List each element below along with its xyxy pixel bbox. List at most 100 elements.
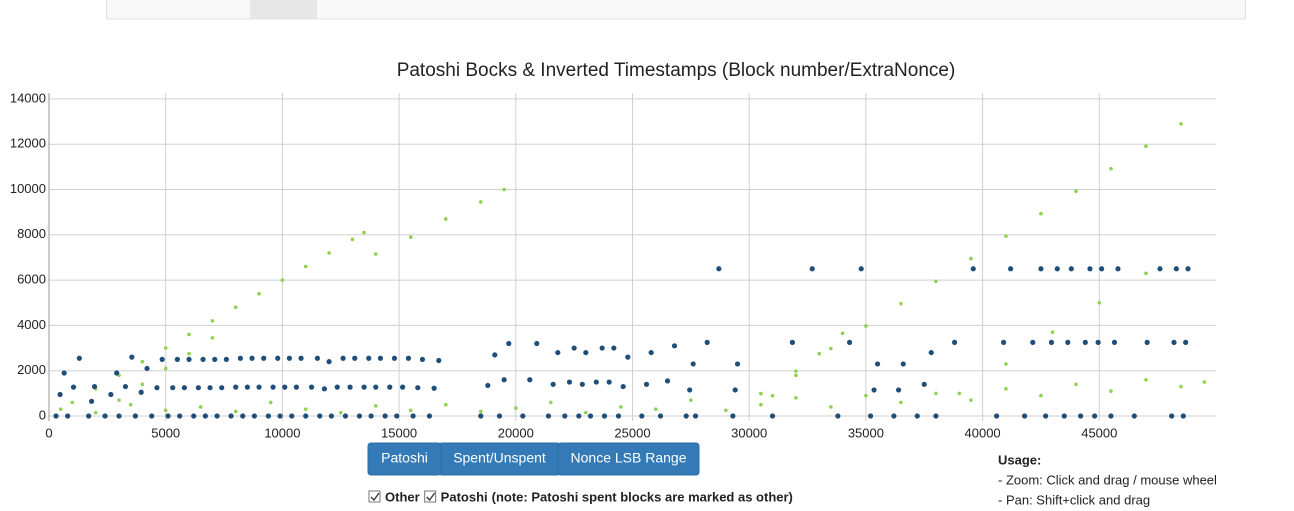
data-point [835, 413, 841, 419]
data-point [1039, 211, 1043, 216]
data-point [1108, 413, 1114, 419]
nav-tab-active[interactable] [250, 0, 317, 19]
data-point [132, 413, 138, 419]
data-point [704, 339, 710, 345]
button-label[interactable]: Spent/Unspent [453, 450, 546, 466]
data-point [373, 252, 378, 256]
data-point [138, 389, 144, 395]
checkbox-label[interactable]: Other [385, 489, 420, 504]
data-point [620, 383, 626, 390]
data-point [994, 413, 1000, 419]
x-tick-label: 45000 [1081, 425, 1117, 440]
data-point [76, 355, 82, 361]
data-point [249, 355, 255, 361]
data-point [210, 336, 215, 340]
data-point [431, 385, 437, 391]
data-point [1004, 362, 1008, 366]
chart-title: Patoshi Bocks & Inverted Timestamps (Blo… [397, 60, 956, 81]
data-point [391, 355, 398, 361]
data-point [501, 377, 507, 383]
data-point [303, 264, 308, 269]
data-point [1092, 413, 1098, 419]
data-point [405, 355, 412, 361]
data-point [116, 413, 122, 419]
data-point [478, 413, 484, 419]
button[interactable] [557, 442, 700, 476]
usage-title: Usage: [998, 452, 1041, 467]
plot-area: 0 2000 4000 6000 8000 10000 12000 14000 0 5000 100… [10, 90, 1216, 440]
data-point [257, 291, 261, 296]
checkbox[interactable] [368, 490, 381, 503]
data-point [534, 340, 540, 347]
data-point [1202, 380, 1207, 384]
data-point [65, 413, 71, 419]
data-point [969, 398, 973, 402]
y-tick-label: 14000 [10, 90, 46, 105]
button-label[interactable]: Nonce LSB Range [571, 450, 687, 466]
data-point [1022, 413, 1028, 419]
data-point [874, 361, 881, 367]
data-point [601, 413, 608, 419]
y-tick-label: 10000 [10, 181, 46, 196]
data-point [1109, 166, 1113, 171]
data-point [593, 379, 599, 385]
data-point [366, 355, 372, 361]
data-point [899, 400, 903, 405]
data-point [303, 413, 309, 419]
x-tick-label: 0 [45, 425, 52, 440]
data-point [619, 405, 623, 409]
data-point [408, 235, 413, 239]
data-point [443, 402, 448, 407]
data-point [789, 339, 795, 345]
data-point [140, 382, 145, 387]
data-point [163, 408, 168, 413]
data-point [219, 385, 225, 391]
data-point [846, 339, 853, 345]
data-point [86, 413, 92, 419]
data-point [352, 355, 358, 361]
data-point [794, 396, 798, 400]
data-point [1048, 339, 1055, 345]
usage-line: - Zoom: Click and drag / mouse wheel [998, 472, 1217, 487]
data-point [732, 387, 738, 393]
data-point [256, 384, 262, 390]
data-point [478, 200, 483, 204]
data-point [502, 187, 506, 192]
data-point [93, 410, 98, 415]
data-point [794, 369, 798, 373]
data-point [899, 301, 903, 306]
data-point [485, 382, 491, 389]
data-point [327, 251, 331, 255]
data-point [654, 407, 658, 412]
data-point [251, 413, 257, 419]
data-point [377, 355, 384, 361]
data-point [550, 381, 556, 387]
data-point [639, 413, 645, 419]
data-point [270, 384, 276, 390]
data-point [1001, 339, 1007, 345]
data-point [867, 413, 874, 419]
data-point [149, 413, 155, 419]
data-point [657, 413, 664, 419]
data-point [233, 409, 238, 414]
data-point [368, 413, 374, 419]
data-point [611, 345, 617, 351]
data-point [334, 384, 340, 390]
checkbox-label[interactable]: Patoshi [441, 489, 488, 504]
data-point [1087, 266, 1093, 272]
data-point [895, 387, 902, 393]
data-point [1173, 266, 1179, 272]
data-point [864, 324, 868, 328]
data-point [198, 405, 203, 409]
data-point [716, 266, 722, 272]
data-point [240, 413, 246, 419]
data-point [129, 354, 135, 360]
data-point [957, 391, 962, 396]
data-point [317, 413, 323, 419]
data-point [289, 413, 295, 419]
data-point [277, 413, 283, 419]
series-points [58, 122, 1207, 415]
button-label[interactable]: Patoshi [381, 450, 428, 466]
checkbox[interactable] [424, 490, 437, 503]
